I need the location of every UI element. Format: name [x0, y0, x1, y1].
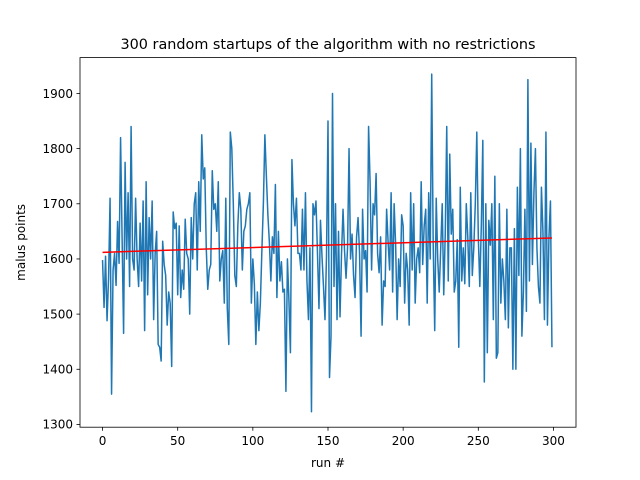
- x-tick-label: 150: [317, 434, 340, 448]
- x-tick-label: 300: [542, 434, 565, 448]
- x-axis: 0 50 100 150 200 250 300: [99, 427, 565, 448]
- x-tick-label: 100: [241, 434, 264, 448]
- y-axis: 1300 1400 1500 1600 1700 1800 1900: [42, 87, 80, 432]
- y-axis-label: malus points: [14, 204, 28, 281]
- trend-line: [102, 237, 552, 254]
- y-tick-label: 1500: [42, 307, 73, 321]
- x-tick-label: 200: [392, 434, 415, 448]
- data-series-line: [101, 73, 553, 413]
- y-tick-label: 1700: [42, 197, 73, 211]
- chart-title: 300 random startups of the algorithm wit…: [120, 37, 535, 53]
- series-layer: [101, 73, 553, 413]
- x-tick-label: 0: [99, 434, 107, 448]
- x-axis-label: run #: [311, 456, 345, 470]
- y-tick-label: 1900: [42, 87, 73, 101]
- x-tick-label: 250: [467, 434, 490, 448]
- x-tick-label: 50: [170, 434, 185, 448]
- y-tick-label: 1300: [42, 418, 73, 432]
- y-tick-label: 1600: [42, 252, 73, 266]
- y-tick-label: 1800: [42, 142, 73, 156]
- y-tick-label: 1400: [42, 363, 73, 377]
